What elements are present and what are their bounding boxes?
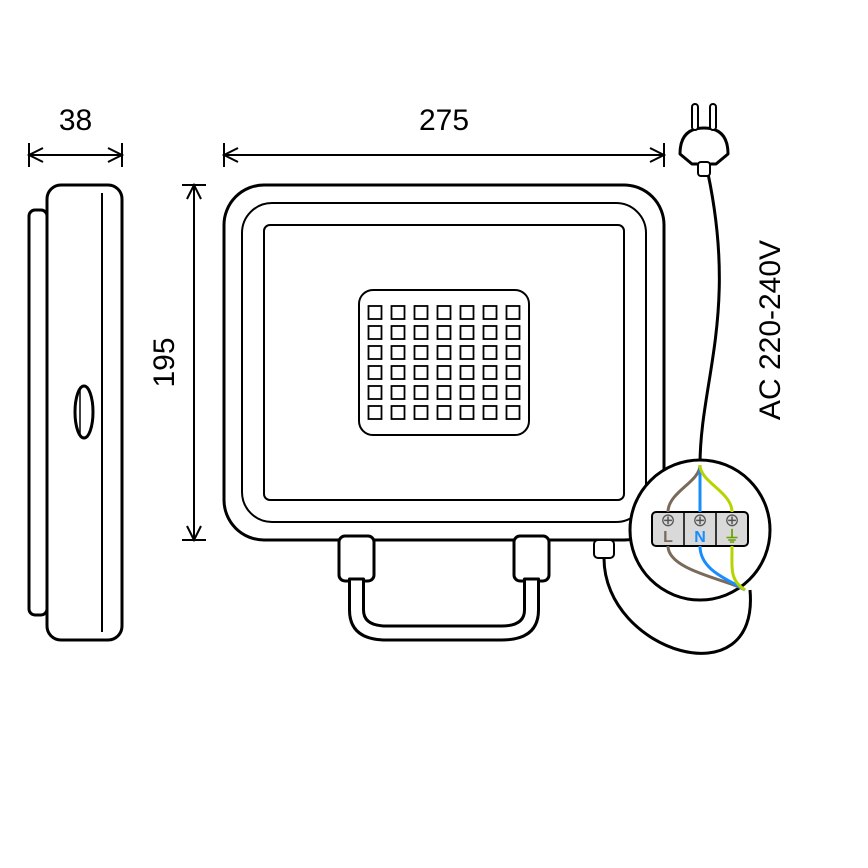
svg-text:⊕: ⊕ (692, 510, 707, 530)
svg-text:N: N (694, 529, 706, 546)
svg-text:275: 275 (419, 104, 469, 137)
svg-text:⏚: ⏚ (724, 528, 740, 546)
svg-text:L: L (663, 529, 673, 546)
svg-text:⊕: ⊕ (724, 510, 739, 530)
svg-text:38: 38 (59, 104, 92, 137)
svg-text:⊕: ⊕ (660, 510, 675, 530)
svg-text:AC 220-240V: AC 220-240V (754, 240, 787, 420)
svg-text:195: 195 (148, 337, 181, 387)
